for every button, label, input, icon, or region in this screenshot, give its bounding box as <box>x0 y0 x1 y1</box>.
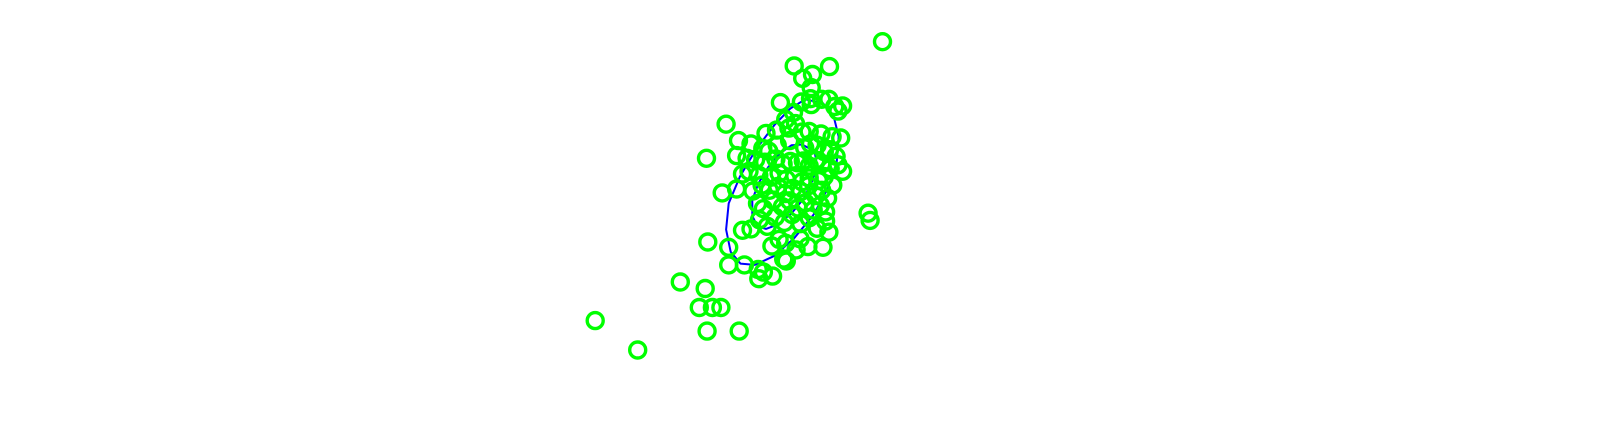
scatter-point <box>702 297 723 318</box>
scatter-point <box>779 130 800 151</box>
scatter-point <box>719 255 739 275</box>
scatter-point <box>749 269 769 289</box>
scatter-point <box>831 128 851 148</box>
scatter-point <box>802 64 823 85</box>
scatter-point <box>729 321 749 341</box>
scatter-point <box>811 124 831 144</box>
scatter-point <box>769 229 789 250</box>
scatter-point <box>832 161 853 182</box>
scatter-point <box>872 32 893 52</box>
scatter-point <box>670 272 690 292</box>
scatter-point <box>776 251 796 271</box>
scatter-point <box>860 210 880 231</box>
scatter-point <box>716 114 736 134</box>
scatter-point <box>813 237 833 258</box>
scatter-point <box>770 92 791 113</box>
scatter-point <box>628 340 648 360</box>
point-layer <box>585 32 893 360</box>
scatter-point <box>801 94 821 115</box>
scatter-point <box>726 145 747 166</box>
scatter-point <box>822 126 842 147</box>
scatter-point <box>832 96 853 116</box>
scatter-point <box>749 165 769 186</box>
scatter-point <box>819 56 840 77</box>
scatter-point <box>815 211 836 231</box>
scatter-point <box>786 240 806 260</box>
scatter-point <box>696 148 717 169</box>
scatter-point <box>698 232 718 252</box>
scatter-point <box>585 310 605 331</box>
scatter-point <box>697 321 717 341</box>
scatter-point <box>732 220 753 241</box>
scatter-point <box>739 161 759 182</box>
scatter-point <box>711 297 731 318</box>
scatter-point <box>689 297 709 318</box>
scatter-point <box>695 278 715 299</box>
scatter-point <box>828 101 848 121</box>
